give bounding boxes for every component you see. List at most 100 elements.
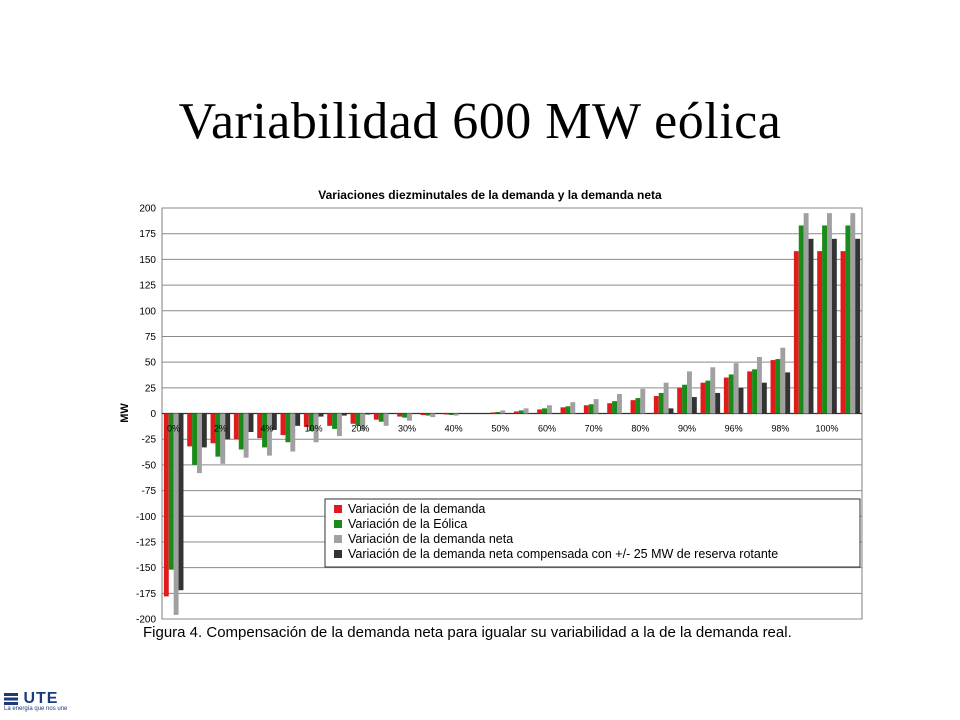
bar [752, 369, 757, 414]
y-tick-label: 100 [139, 306, 156, 317]
x-tick-label: 98% [771, 424, 789, 434]
bar [267, 413, 272, 456]
bar [225, 413, 231, 440]
bar [518, 410, 524, 414]
y-tick-label: -75 [142, 486, 157, 497]
bar [243, 413, 249, 458]
bar [817, 251, 823, 414]
bar [785, 372, 791, 414]
bar [197, 413, 202, 474]
bar [523, 408, 529, 414]
bar [430, 413, 436, 418]
bar [733, 363, 739, 414]
y-tick-label: 0 [150, 409, 156, 420]
bar [248, 413, 254, 432]
logo-mark: UTE [4, 690, 58, 707]
bar [537, 409, 543, 414]
bar [513, 411, 519, 414]
legend-entry: Variación de la demanda neta compensada … [348, 547, 778, 561]
bar [747, 371, 753, 414]
bar [280, 413, 286, 436]
bar [295, 413, 301, 426]
legend-swatch [334, 520, 342, 528]
legend-box [324, 498, 861, 568]
x-tick-label: 2% [214, 424, 227, 434]
bar [710, 367, 716, 414]
bar [738, 387, 744, 414]
bar [495, 411, 501, 414]
x-tick-label: 40% [445, 424, 463, 434]
bar [677, 387, 683, 414]
x-tick-label: 30% [398, 424, 416, 434]
bar [793, 251, 799, 414]
bar [365, 413, 371, 415]
legend-swatch [334, 535, 342, 543]
bar [845, 225, 851, 414]
bar [407, 413, 412, 421]
bar [201, 413, 207, 448]
bar [271, 413, 277, 430]
x-tick-label: 0% [167, 424, 180, 434]
bar [163, 413, 169, 597]
bar [640, 388, 646, 414]
x-tick-label: 60% [538, 424, 556, 434]
bar [668, 408, 674, 414]
bar [173, 413, 179, 615]
logo-icon [4, 692, 18, 705]
bar [448, 413, 454, 416]
bar [397, 413, 403, 417]
bar [542, 408, 547, 414]
bar [350, 413, 356, 424]
x-tick-label: 100% [815, 424, 838, 434]
bar [687, 371, 692, 414]
x-tick-label: 80% [631, 424, 649, 434]
bar [663, 382, 669, 414]
bar [850, 213, 856, 414]
bar [355, 413, 361, 426]
legend-entry: Variación de la Eólica [348, 517, 467, 531]
bar [593, 399, 599, 414]
bar [383, 413, 389, 426]
chart-title: Variaciones diezminutales de la demanda … [318, 188, 662, 202]
bar [770, 360, 776, 414]
bar [607, 403, 613, 414]
bar [285, 413, 291, 443]
bar [257, 413, 263, 439]
bar [822, 225, 827, 414]
y-tick-label: 150 [139, 255, 156, 266]
bar [691, 397, 697, 414]
x-tick-label: 90% [678, 424, 696, 434]
bar [453, 413, 459, 416]
bar [808, 238, 814, 414]
bar [715, 392, 721, 414]
y-tick-label: 200 [139, 204, 156, 215]
legend-swatch [334, 550, 342, 558]
bar [360, 413, 366, 431]
bar [583, 405, 589, 414]
y-tick-label: 50 [145, 358, 157, 369]
bar [332, 413, 337, 429]
bar [682, 384, 687, 414]
bar [290, 413, 296, 452]
y-tick-label: -200 [136, 615, 156, 626]
bar [803, 213, 809, 414]
x-tick-label: 20% [351, 424, 369, 434]
bar [220, 413, 226, 464]
bar [761, 382, 767, 414]
bar [635, 398, 641, 414]
legend-swatch [334, 505, 342, 513]
bar [187, 413, 193, 447]
y-tick-label: 75 [145, 332, 157, 343]
legend-entry: Variación de la demanda neta [348, 532, 513, 546]
bar [630, 400, 636, 414]
bar [775, 359, 781, 414]
bar [168, 413, 174, 570]
bar [262, 413, 267, 448]
bar [490, 412, 496, 414]
bar [723, 377, 729, 414]
y-tick-label: 175 [139, 229, 156, 240]
bar [210, 413, 216, 444]
x-tick-label: 96% [725, 424, 743, 434]
bar [378, 413, 384, 422]
